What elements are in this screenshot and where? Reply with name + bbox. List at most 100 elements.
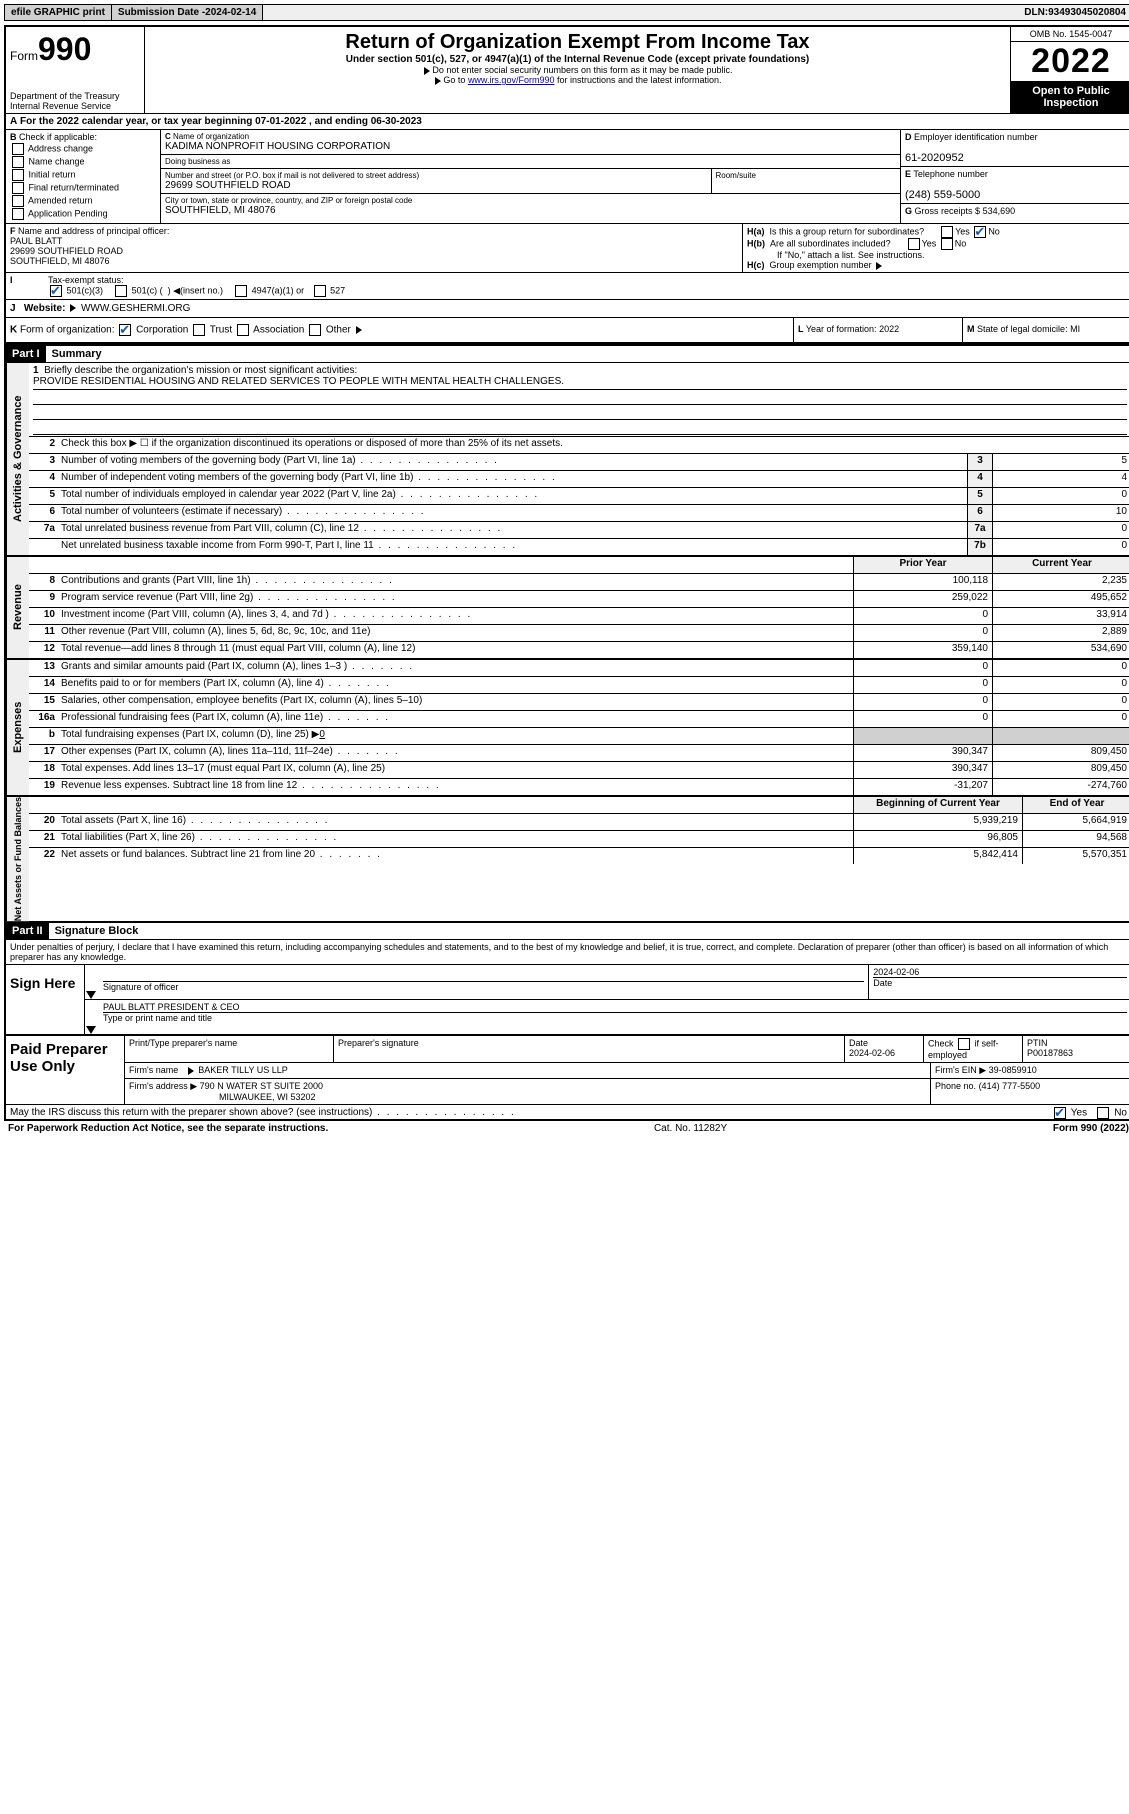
addr: 29699 SOUTHFIELD ROAD xyxy=(165,180,707,191)
efile-print-button[interactable]: efile GRAPHIC print xyxy=(5,5,112,20)
firm-ein: 39-0859910 xyxy=(989,1065,1037,1075)
section-a: A For the 2022 calendar year, or tax yea… xyxy=(6,114,1129,130)
l21-end: 94,568 xyxy=(1022,831,1129,847)
gross-label: Gross receipts $ xyxy=(915,206,981,216)
firm-ein-label: Firm's EIN ▶ xyxy=(935,1065,986,1075)
chk-application-pending[interactable] xyxy=(12,208,24,220)
ha-yes[interactable] xyxy=(941,226,953,238)
chk-501c[interactable] xyxy=(115,285,127,297)
ptin-label: PTIN xyxy=(1027,1038,1048,1048)
l11-curr: 2,889 xyxy=(992,625,1129,641)
l17-prior: 390,347 xyxy=(853,745,992,761)
officer-name: PAUL BLATT xyxy=(10,236,62,246)
chk-name-change[interactable] xyxy=(12,156,24,168)
line-9: Program service revenue (Part VIII, line… xyxy=(59,591,853,607)
l19-curr: -274,760 xyxy=(992,779,1129,795)
l18-curr: 809,450 xyxy=(992,762,1129,778)
form990-link[interactable]: www.irs.gov/Form990 xyxy=(468,75,555,85)
l13-prior: 0 xyxy=(853,660,992,676)
hb-no[interactable] xyxy=(941,238,953,250)
chk-assoc[interactable] xyxy=(237,324,249,336)
side-revenue: Revenue xyxy=(6,557,29,658)
phone-label: Telephone number xyxy=(913,169,988,179)
section-m: M State of legal domicile: MI xyxy=(963,318,1129,342)
dept-treasury: Department of the Treasury Internal Reve… xyxy=(10,91,144,111)
section-h: H(a) Is this a group return for subordin… xyxy=(743,224,1129,272)
ein: 61-2020952 xyxy=(905,152,964,164)
chk-4947[interactable] xyxy=(235,285,247,297)
ein-label: Employer identification number xyxy=(914,132,1038,142)
footer: For Paperwork Reduction Act Notice, see … xyxy=(4,1121,1129,1136)
cat-no: Cat. No. 11282Y xyxy=(328,1123,1053,1134)
line-15: Salaries, other compensation, employee b… xyxy=(59,694,853,710)
firm-phone-label: Phone no. xyxy=(935,1081,976,1091)
l21-beg: 96,805 xyxy=(853,831,1022,847)
line-16a: Professional fundraising fees (Part IX, … xyxy=(59,711,853,727)
l14-curr: 0 xyxy=(992,677,1129,693)
form-subtitle: Under section 501(c), 527, or 4947(a)(1)… xyxy=(153,54,1002,65)
hdr-begin: Beginning of Current Year xyxy=(853,797,1022,813)
officer-addr2: SOUTHFIELD, MI 48076 xyxy=(10,256,110,266)
section-k: K Form of organization: Corporation Trus… xyxy=(6,318,794,342)
chk-527[interactable] xyxy=(314,285,326,297)
submission-date-value: 2024-02-14 xyxy=(205,7,256,18)
discuss-yes[interactable] xyxy=(1054,1107,1066,1119)
l22-beg: 5,842,414 xyxy=(853,848,1022,864)
line-18: Total expenses. Add lines 13–17 (must eq… xyxy=(59,762,853,778)
chk-other[interactable] xyxy=(309,324,321,336)
l12-curr: 534,690 xyxy=(992,642,1129,658)
submission-date-button[interactable]: Submission Date - 2024-02-14 xyxy=(112,5,263,20)
ha-no[interactable] xyxy=(974,226,986,238)
website: WWW.GESHERMI.ORG xyxy=(81,303,190,314)
line-13: Grants and similar amounts paid (Part IX… xyxy=(59,660,853,676)
mission-label: Briefly describe the organization's miss… xyxy=(44,365,357,376)
l12-prior: 359,140 xyxy=(853,642,992,658)
chk-amended-return[interactable] xyxy=(12,195,24,207)
section-f: F Name and address of principal officer:… xyxy=(6,224,743,272)
prep-name-label: Print/Type preparer's name xyxy=(129,1038,329,1048)
line-4: Number of independent voting members of … xyxy=(59,471,967,487)
omb-number: OMB No. 1545-0047 xyxy=(1011,27,1129,42)
line-5: Total number of individuals employed in … xyxy=(59,488,967,504)
room-label: Room/suite xyxy=(716,171,897,180)
chk-corp[interactable] xyxy=(119,324,131,336)
prep-date: 2024-02-06 xyxy=(849,1048,895,1058)
pra-notice: For Paperwork Reduction Act Notice, see … xyxy=(8,1123,328,1134)
form-ref: Form 990 (2022) xyxy=(1053,1123,1129,1134)
hdr-prior: Prior Year xyxy=(853,557,992,573)
submission-date-label: Submission Date - xyxy=(118,7,205,18)
open-to-public: Open to Public Inspection xyxy=(1011,81,1129,113)
form-title: Return of Organization Exempt From Incom… xyxy=(153,31,1002,54)
firm-addr2: MILWAUKEE, WI 53202 xyxy=(129,1092,316,1102)
l10-prior: 0 xyxy=(853,608,992,624)
chk-final-return[interactable] xyxy=(12,182,24,194)
l16a-prior: 0 xyxy=(853,711,992,727)
sig-date-label: Date xyxy=(873,977,1127,988)
l18-prior: 390,347 xyxy=(853,762,992,778)
sig-arrow-icon-2 xyxy=(85,1000,99,1034)
side-governance: Activities & Governance xyxy=(6,363,29,555)
l8-curr: 2,235 xyxy=(992,574,1129,590)
mission-text: PROVIDE RESIDENTIAL HOUSING AND RELATED … xyxy=(33,376,1127,390)
dba-label: Doing business as xyxy=(165,157,896,166)
firm-name: BAKER TILLY US LLP xyxy=(198,1065,288,1075)
section-b: B Check if applicable: Address change Na… xyxy=(6,130,161,223)
org-name-label: Name of organization xyxy=(173,132,249,141)
line-19: Revenue less expenses. Subtract line 18 … xyxy=(59,779,853,795)
chk-self-employed[interactable] xyxy=(958,1038,970,1050)
line-5-val: 0 xyxy=(992,488,1129,504)
l8-prior: 100,118 xyxy=(853,574,992,590)
part-i-header: Part ISummary xyxy=(6,344,1129,363)
form-note-2: Go to www.irs.gov/Form990 for instructio… xyxy=(153,75,1002,85)
chk-501c3[interactable] xyxy=(50,285,62,297)
discuss-no[interactable] xyxy=(1097,1107,1109,1119)
l11-prior: 0 xyxy=(853,625,992,641)
l15-curr: 0 xyxy=(992,694,1129,710)
chk-initial-return[interactable] xyxy=(12,169,24,181)
chk-address-change[interactable] xyxy=(12,143,24,155)
line-6-val: 10 xyxy=(992,505,1129,521)
sig-officer-label: Signature of officer xyxy=(103,981,864,992)
line-17: Other expenses (Part IX, column (A), lin… xyxy=(59,745,853,761)
chk-trust[interactable] xyxy=(193,324,205,336)
hb-yes[interactable] xyxy=(908,238,920,250)
